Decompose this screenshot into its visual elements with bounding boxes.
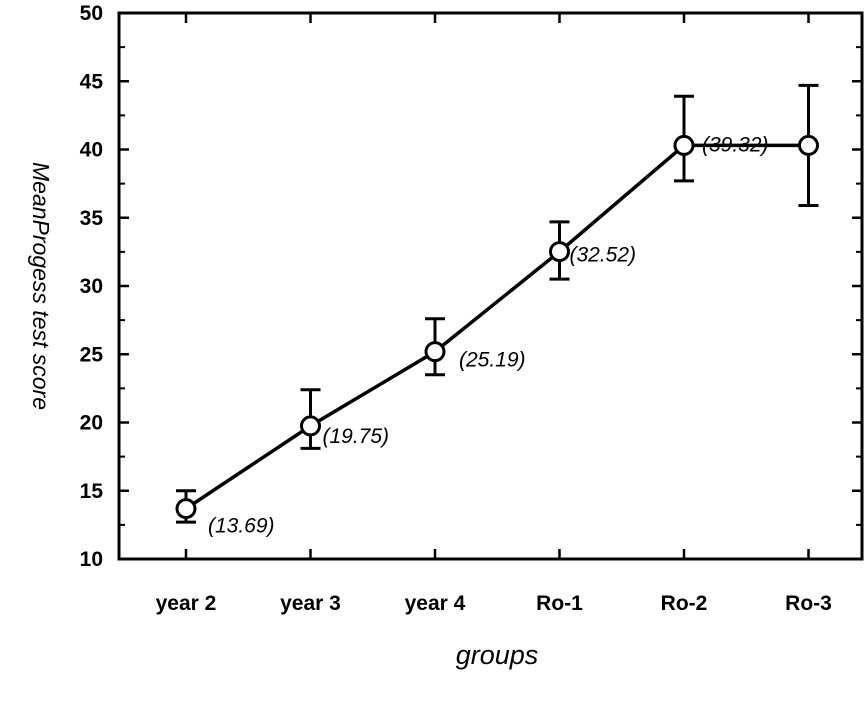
series-line	[185, 143, 809, 511]
x-tick-label: Ro-1	[536, 592, 583, 615]
x-axis-title: groups	[456, 640, 539, 670]
data-label: (13.69)	[208, 515, 275, 538]
data-label: (39.32)	[702, 133, 769, 156]
x-axis-ticks: year 2 year 3 year 4 Ro-1 Ro-2 Ro-3	[156, 13, 832, 615]
data-point	[424, 341, 446, 363]
x-tick-label: year 3	[280, 592, 341, 615]
data-label: (25.19)	[459, 349, 526, 372]
data-point	[673, 134, 695, 156]
x-tick-label: Ro-3	[785, 592, 832, 615]
x-tick-label: year 2	[156, 592, 217, 615]
y-tick-label: 10	[80, 548, 103, 571]
y-axis-ticks: 10 15 20 25 30 35 40 45 50	[80, 2, 862, 571]
data-point	[175, 498, 197, 520]
data-point	[798, 134, 819, 156]
y-tick-label: 15	[80, 480, 104, 503]
y-tick-label: 45	[80, 70, 104, 93]
y-axis-title: MeanProgess test score	[28, 162, 54, 410]
data-label: (32.52)	[570, 244, 637, 267]
data-point	[300, 415, 321, 437]
data-label: (19.75)	[323, 425, 390, 448]
data-point	[549, 241, 570, 263]
x-tick-label: year 4	[405, 592, 466, 615]
y-tick-label: 25	[80, 343, 104, 366]
x-tick-label: Ro-2	[661, 592, 708, 615]
y-tick-label: 40	[80, 139, 103, 162]
series-mean-score	[175, 83, 819, 524]
y-tick-label: 35	[80, 207, 104, 230]
y-tick-label: 20	[80, 412, 103, 435]
y-tick-label: 30	[80, 275, 103, 298]
y-tick-label: 50	[80, 2, 103, 25]
data-labels: (13.69) (19.75) (25.19) (32.52) (39.32)	[208, 133, 769, 537]
